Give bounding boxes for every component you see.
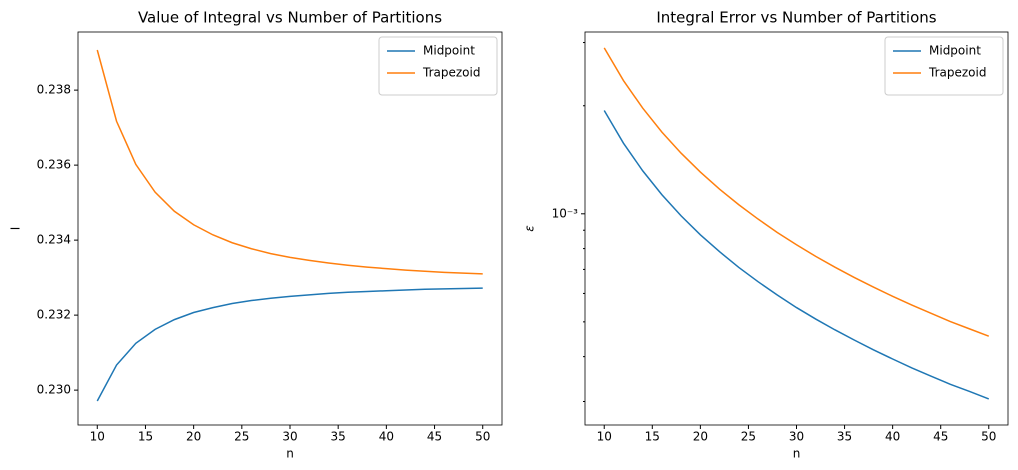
x-tick-label: 30 xyxy=(789,430,804,444)
legend-label: Midpoint xyxy=(423,44,475,58)
x-tick-label: 10 xyxy=(597,430,612,444)
x-tick-label: 15 xyxy=(645,430,660,444)
x-axis-label: n xyxy=(793,447,801,461)
x-tick-label: 35 xyxy=(331,430,346,444)
y-tick-label: 0.236 xyxy=(37,158,71,172)
x-tick-label: 35 xyxy=(837,430,852,444)
y-tick-label: 0.238 xyxy=(37,83,71,97)
x-tick-label: 40 xyxy=(885,430,900,444)
x-tick-label: 30 xyxy=(282,430,297,444)
x-tick-label: 45 xyxy=(933,430,948,444)
y-axis-label: I xyxy=(9,227,23,231)
legend-label: Trapezoid xyxy=(928,66,986,80)
legend-label: Midpoint xyxy=(929,44,981,58)
plot-frame xyxy=(584,31,1009,426)
y-tick-label: 0.230 xyxy=(37,383,71,397)
line-series xyxy=(603,110,990,400)
x-tick-label: 45 xyxy=(427,430,442,444)
legend-label: Trapezoid xyxy=(422,66,480,80)
y-tick-label: 0.234 xyxy=(37,233,71,247)
x-tick-label: 10 xyxy=(90,430,105,444)
x-tick-label: 20 xyxy=(186,430,201,444)
line-series xyxy=(603,47,990,337)
plot-frame xyxy=(77,31,503,426)
line-series xyxy=(96,49,483,275)
x-tick-label: 25 xyxy=(741,430,756,444)
x-axis-label: n xyxy=(286,447,294,461)
x-tick-label: 50 xyxy=(475,430,490,444)
chart-title: Integral Error vs Number of Partitions xyxy=(656,9,936,27)
x-tick-label: 40 xyxy=(379,430,394,444)
x-tick-label: 50 xyxy=(981,430,996,444)
y-tick-label: 10⁻³ xyxy=(552,206,579,220)
chart-title: Value of Integral vs Number of Partition… xyxy=(138,9,442,27)
x-tick-label: 25 xyxy=(234,430,249,444)
y-tick-label: 0.232 xyxy=(37,308,71,322)
y-axis-label: ε xyxy=(523,225,537,232)
x-tick-label: 20 xyxy=(693,430,708,444)
x-tick-label: 15 xyxy=(138,430,153,444)
line-series xyxy=(96,287,483,402)
